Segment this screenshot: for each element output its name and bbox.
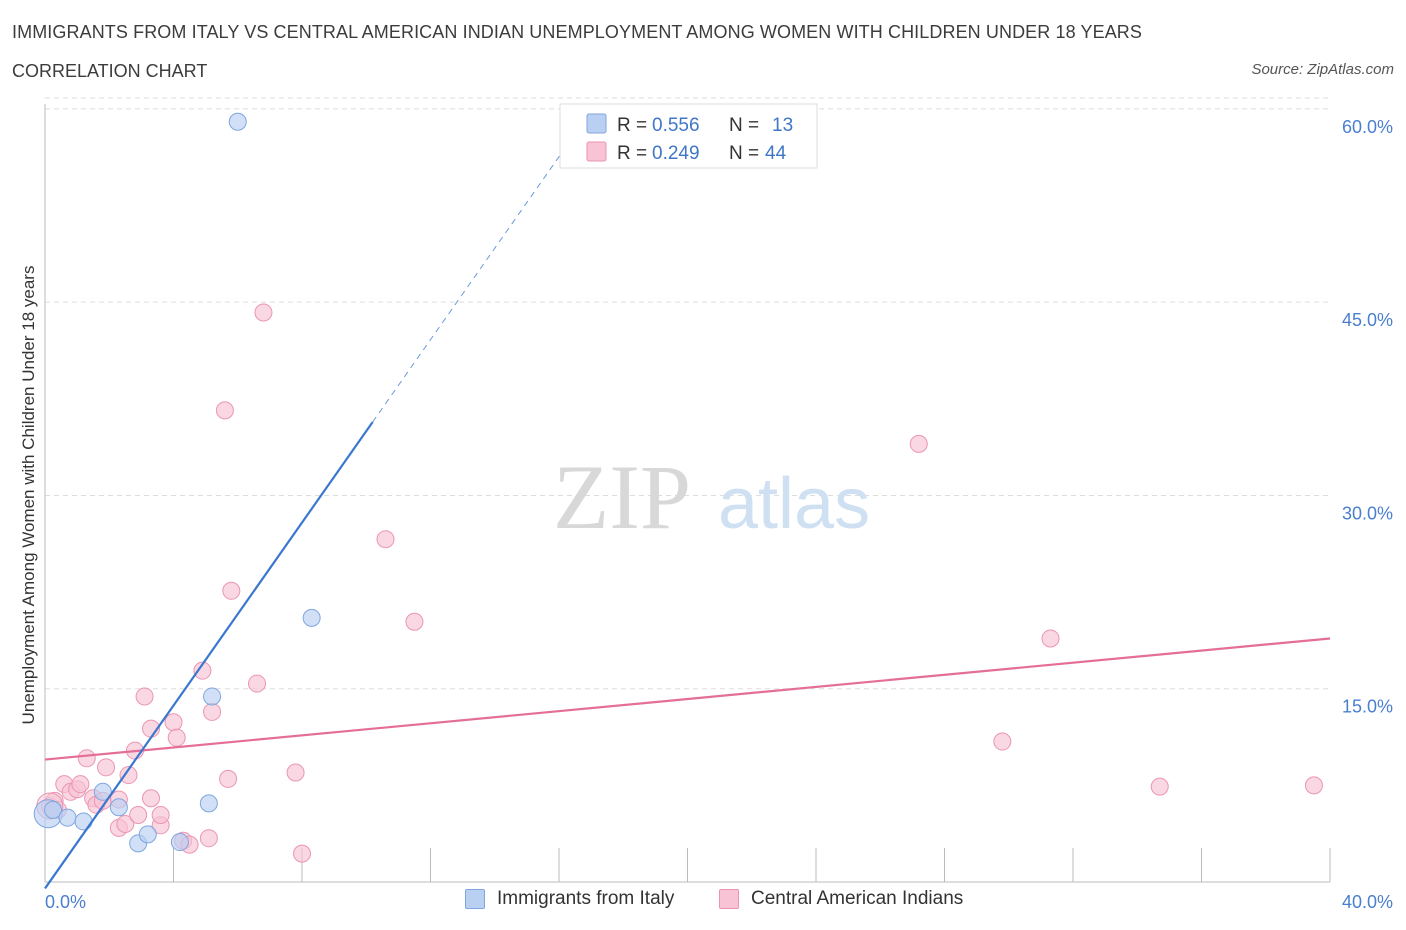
cai-point-35 <box>286 763 305 782</box>
legend-n-value-italy: 13 <box>772 115 793 136</box>
y-axis-label: Unemployment Among Women with Children U… <box>19 266 38 725</box>
y-tick-label-0: 15.0% <box>1342 697 1393 717</box>
cai-point-34 <box>254 303 273 322</box>
italy-point-11 <box>228 112 247 131</box>
italy-point-4 <box>93 782 112 801</box>
series-immigrants-from-italy <box>33 112 321 853</box>
cai-point-27 <box>193 661 212 680</box>
cai-point-17 <box>129 805 148 824</box>
y-tick-label-3: 60.0% <box>1342 117 1393 137</box>
legend-r-value-italy: 0.556 <box>652 115 700 136</box>
italy-point-5 <box>109 798 128 817</box>
legend-label-italy: Immigrants from Italy <box>497 888 675 909</box>
cai-point-29 <box>199 829 218 848</box>
x-tick-label-min: 0.0% <box>45 892 86 912</box>
cai-point-30 <box>215 401 234 420</box>
cai-point-15 <box>119 766 138 785</box>
cai-point-41 <box>1041 629 1060 648</box>
x-tick-label-max: 40.0% <box>1342 892 1393 912</box>
trend-line-italy <box>44 421 374 890</box>
legend-r-label-cai: R = <box>617 143 647 164</box>
cai-point-11 <box>97 758 116 777</box>
y-tick-label-1: 30.0% <box>1342 503 1393 523</box>
cai-point-32 <box>222 581 241 600</box>
chart-subtitle: CORRELATION CHART <box>12 61 208 81</box>
cai-point-33 <box>248 674 267 693</box>
legend-n-label-italy: N = <box>729 115 759 136</box>
watermark-zip: ZIP <box>553 446 691 548</box>
watermark-atlas: atlas <box>718 464 870 544</box>
cai-point-43 <box>1304 776 1323 795</box>
italy-point-9 <box>199 794 218 813</box>
legend-n-value-cai: 44 <box>765 143 787 164</box>
series-legend: Immigrants from Italy Central American I… <box>0 888 1406 918</box>
cai-point-36 <box>293 844 311 863</box>
cai-point-31 <box>219 769 238 788</box>
italy-point-8 <box>170 833 189 852</box>
cai-point-20 <box>142 789 161 808</box>
cai-point-18 <box>135 687 154 706</box>
legend-swatch-italy <box>586 113 607 134</box>
cai-point-24 <box>167 728 186 747</box>
legend-swatch-cai-bottom <box>719 889 739 909</box>
cai-point-42 <box>1150 777 1169 796</box>
cai-point-39 <box>909 434 928 453</box>
cai-point-40 <box>993 732 1012 751</box>
cai-point-23 <box>164 713 183 732</box>
trend-lines <box>44 110 1331 890</box>
italy-point-12 <box>302 608 321 627</box>
cai-point-28 <box>203 702 222 721</box>
cai-point-7 <box>77 749 96 768</box>
italy-point-2 <box>58 808 77 827</box>
italy-point-3 <box>74 812 93 831</box>
legend-n-label-cai: N = <box>729 143 759 164</box>
y-tick-labels: 15.0% 30.0% 45.0% 60.0% <box>1342 117 1393 717</box>
source-credit: Source: ZipAtlas.com <box>1251 61 1394 78</box>
legend-swatch-cai <box>586 141 607 162</box>
italy-point-1 <box>44 800 63 819</box>
legend-r-label-italy: R = <box>617 115 647 136</box>
legend-swatch-italy-bottom <box>465 889 485 909</box>
y-tick-label-2: 45.0% <box>1342 310 1393 330</box>
cai-point-37 <box>376 530 395 549</box>
axes <box>44 104 1331 883</box>
grid-lines <box>45 97 1330 690</box>
legend-label-cai: Central American Indians <box>751 888 964 909</box>
trend-line-italy-extension <box>372 110 592 423</box>
italy-point-10 <box>203 687 222 706</box>
cai-point-38 <box>405 612 424 631</box>
chart-title: IMMIGRANTS FROM ITALY VS CENTRAL AMERICA… <box>12 22 1143 42</box>
cai-point-6 <box>71 775 90 794</box>
italy-point-7 <box>138 825 157 844</box>
trend-line-cai <box>44 637 1331 761</box>
watermark: ZIP atlas <box>553 446 870 548</box>
legend-item-cai[interactable]: Central American Indians <box>719 888 963 910</box>
stats-legend: R = 0.556 N = 13 R = 0.249 N = 44 <box>559 103 818 169</box>
series-central-american-indians <box>36 303 1323 863</box>
cai-point-22 <box>151 805 170 824</box>
legend-item-italy[interactable]: Immigrants from Italy <box>465 888 674 910</box>
cai-point-14 <box>116 815 135 834</box>
x-tick-labels: 0.0% 40.0% <box>45 892 1393 912</box>
legend-r-value-cai: 0.249 <box>652 143 700 164</box>
